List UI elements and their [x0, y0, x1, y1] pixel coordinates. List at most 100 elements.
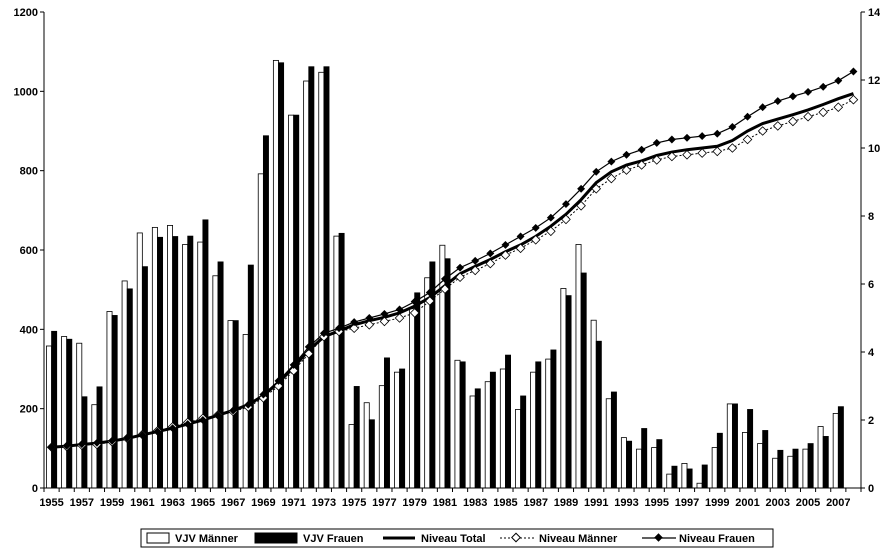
left-tick-label-600: 600 [20, 245, 38, 257]
marker-niveau-frauen-1998 [698, 132, 707, 141]
x-tick-label-1989: 1989 [554, 497, 578, 509]
x-tick-label-1983: 1983 [463, 497, 487, 509]
plot-background [44, 12, 861, 488]
x-tick-label-1977: 1977 [372, 497, 396, 509]
bar-vjv-maenner-1979 [409, 308, 416, 489]
marker-niveau-maenner-1999 [712, 146, 723, 157]
bar-vjv-frauen-1974 [338, 232, 345, 489]
marker-niveau-frauen-2004 [788, 92, 797, 101]
marker-niveau-maenner-1997 [682, 149, 692, 160]
bar-vjv-maenner-2005 [802, 448, 809, 489]
x-tick-label-1973: 1973 [312, 497, 336, 509]
bar-vjv-frauen-1970 [278, 62, 285, 489]
bar-vjv-frauen-1966 [217, 261, 224, 489]
marker-niveau-frauen-2005 [804, 87, 813, 96]
marker-niveau-frauen-1981 [440, 274, 449, 283]
marker-niveau-frauen-1992 [607, 157, 616, 166]
marker-niveau-maenner-1981 [440, 284, 450, 294]
bar-vjv-maenner-1984 [484, 381, 491, 489]
marker-niveau-frauen-1978 [395, 305, 404, 314]
bar-vjv-frauen-1987 [535, 361, 542, 489]
marker-niveau-frauen-1964 [183, 420, 192, 429]
x-tick-label-1999: 1999 [705, 497, 729, 509]
bar-vjv-frauen-1982 [459, 361, 466, 489]
marker-niveau-maenner-2007 [833, 102, 844, 113]
marker-niveau-maenner-1988 [546, 226, 556, 237]
marker-niveau-maenner-2003 [772, 121, 783, 131]
x-tick-label-1969: 1969 [251, 497, 275, 509]
legend-marker-niveau-frauen [654, 533, 663, 542]
legend-swatch-vjv-frauen [254, 532, 298, 544]
bar-vjv-maenner-2001 [741, 432, 748, 489]
marker-niveau-frauen-1974 [335, 324, 343, 333]
x-tick-label-1975: 1975 [342, 497, 366, 509]
bar-vjv-maenner-1974 [333, 235, 340, 489]
bars-layer [46, 59, 844, 489]
marker-niveau-frauen-1988 [546, 213, 555, 222]
marker-niveau-frauen-1980 [425, 288, 434, 297]
marker-niveau-frauen-2008 [849, 67, 858, 76]
bar-vjv-frauen-2003 [777, 449, 784, 489]
marker-niveau-maenner-1979 [409, 308, 420, 318]
marker-niveau-frauen-1972 [304, 342, 313, 351]
marker-niveau-frauen-2007 [834, 76, 843, 85]
bar-vjv-frauen-1977 [384, 357, 390, 489]
bar-vjv-frauen-1969 [262, 135, 269, 489]
x-tick-label-1995: 1995 [645, 497, 669, 509]
bar-vjv-maenner-1982 [454, 359, 461, 489]
bar-vjv-maenner-1999 [711, 447, 718, 489]
marker-niveau-maenner-2000 [727, 143, 738, 153]
bar-vjv-maenner-1996 [666, 473, 673, 489]
marker-niveau-frauen-1995 [652, 138, 661, 147]
bar-vjv-maenner-1961 [136, 232, 143, 489]
marker-niveau-maenner-2002 [757, 126, 768, 136]
bar-vjv-frauen-1964 [187, 235, 194, 489]
marker-niveau-frauen-1979 [410, 297, 419, 306]
bar-vjv-maenner-1959 [106, 311, 113, 489]
bar-vjv-maenner-2003 [772, 457, 779, 489]
marker-niveau-maenner-1995 [651, 155, 662, 165]
bar-vjv-maenner-1955 [46, 345, 52, 489]
bar-vjv-frauen-1994 [641, 428, 648, 489]
x-tick-label-1979: 1979 [402, 497, 426, 509]
bar-vjv-maenner-1957 [76, 342, 83, 489]
marker-niveau-frauen-1969 [259, 390, 268, 399]
bar-vjv-frauen-2007 [837, 406, 844, 489]
bar-vjv-maenner-1992 [605, 398, 612, 489]
right-tick-label-14: 14 [868, 7, 880, 19]
marker-niveau-frauen-1970 [274, 376, 283, 385]
marker-niveau-frauen-1968 [244, 400, 253, 409]
marker-niveau-frauen-1955 [47, 443, 56, 452]
bar-vjv-maenner-1995 [651, 447, 658, 489]
marker-niveau-maenner-1978 [394, 313, 405, 323]
bar-vjv-maenner-1976 [363, 402, 370, 489]
right-tick-label-6: 6 [868, 279, 874, 291]
bar-vjv-frauen-1991 [595, 340, 602, 489]
right-tick-label-12: 12 [868, 75, 880, 87]
bar-vjv-frauen-1986 [520, 395, 527, 489]
bar-vjv-frauen-1956 [66, 338, 73, 489]
bar-vjv-frauen-1967 [232, 320, 239, 489]
marker-niveau-frauen-2003 [773, 97, 782, 106]
marker-niveau-maenner-1977 [379, 316, 390, 327]
marker-niveau-frauen-1985 [501, 240, 510, 249]
marker-niveau-maenner-1970 [273, 381, 284, 391]
bar-vjv-frauen-1997 [686, 468, 693, 489]
bar-vjv-maenner-1993 [620, 437, 627, 489]
marker-niveau-maenner-1983 [470, 265, 481, 276]
marker-niveau-frauen-1989 [562, 200, 570, 209]
marker-niveau-maenner-1987 [530, 234, 541, 245]
marker-niveau-frauen-1963 [168, 424, 177, 433]
bar-vjv-frauen-1992 [610, 391, 617, 489]
bar-vjv-maenner-1973 [318, 71, 325, 489]
marker-niveau-frauen-1983 [471, 256, 480, 265]
legend-swatch-vjv-maenner [146, 532, 170, 544]
bar-vjv-maenner-1983 [469, 395, 476, 489]
marker-niveau-maenner-1994 [636, 160, 647, 170]
marker-niveau-frauen-1977 [380, 309, 389, 318]
x-tick-label-1971: 1971 [281, 497, 305, 509]
bar-vjv-frauen-1983 [474, 388, 481, 489]
marker-niveau-frauen-1967 [229, 406, 238, 415]
marker-niveau-maenner-1984 [485, 258, 496, 269]
marker-niveau-maenner-1971 [288, 365, 299, 376]
